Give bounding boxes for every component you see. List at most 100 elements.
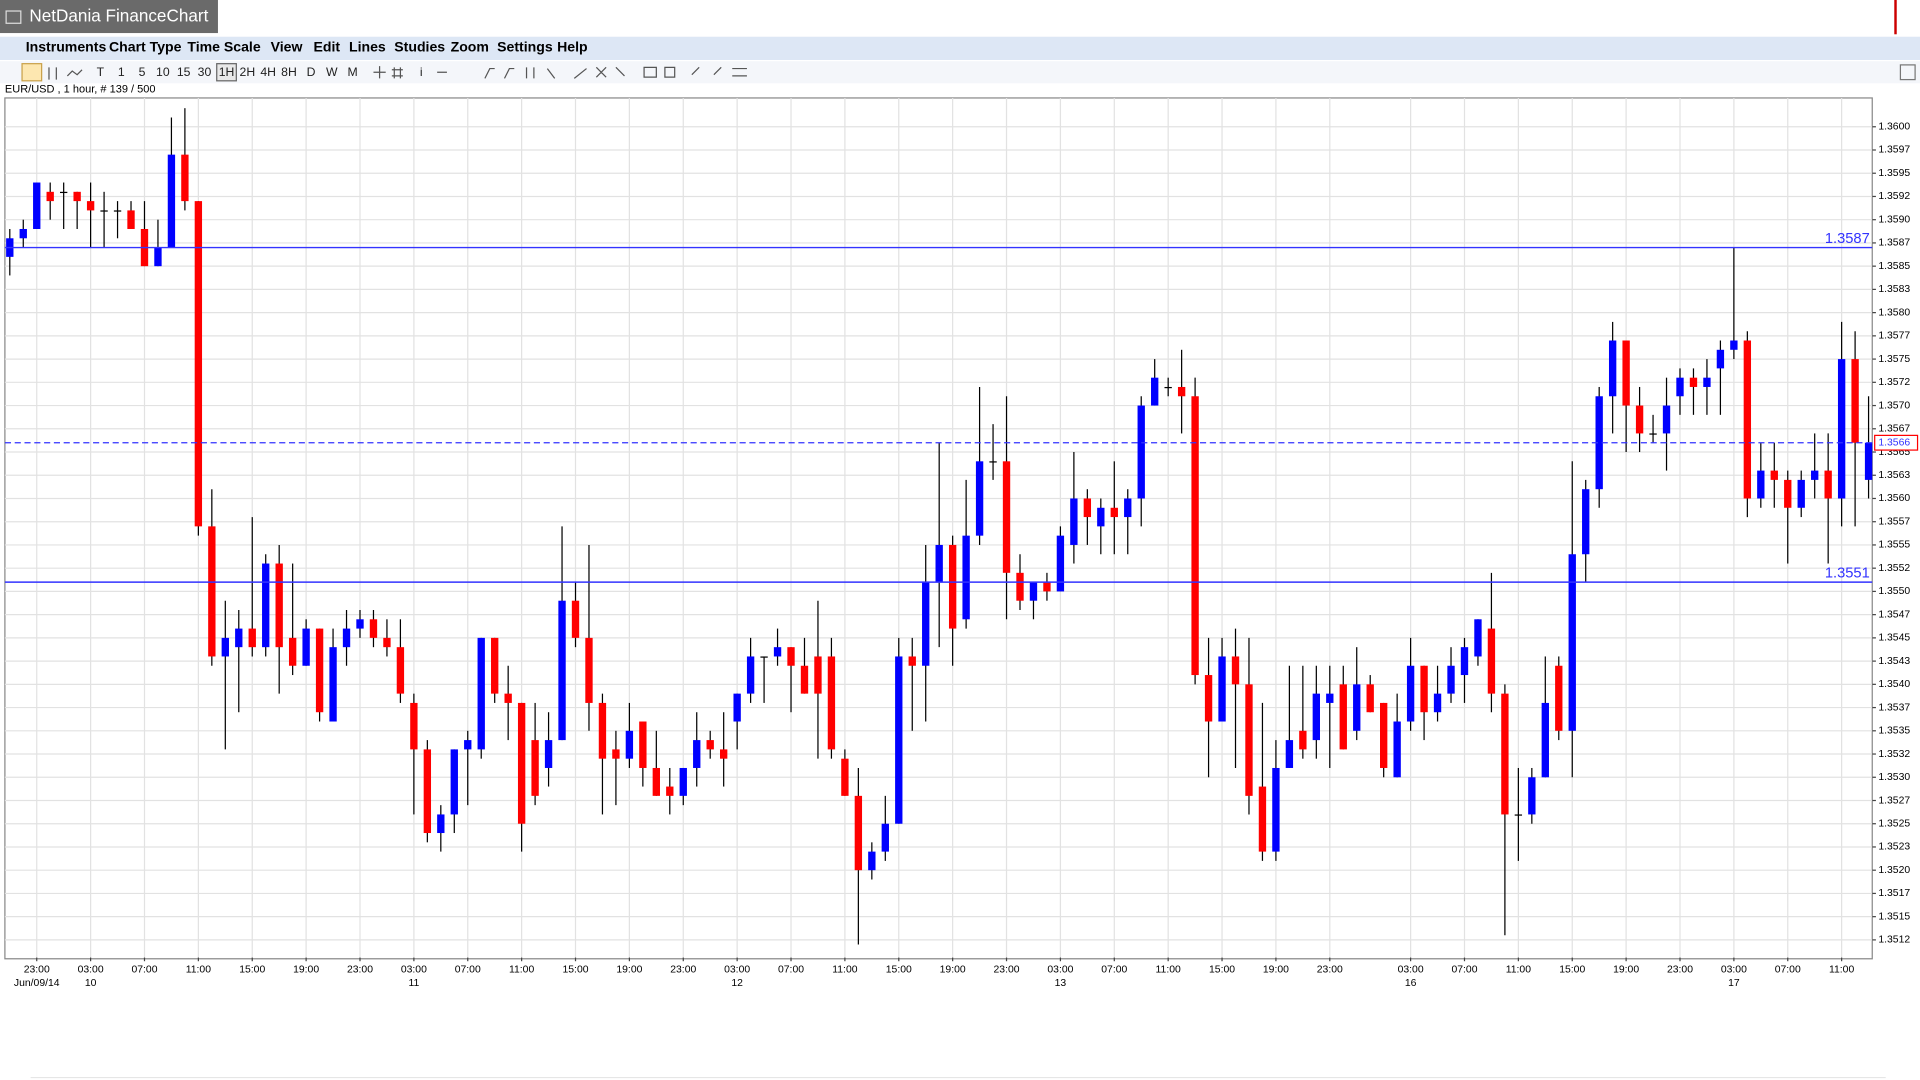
toolbar-button[interactable]: D bbox=[307, 65, 316, 79]
toolbar-button[interactable]: T bbox=[97, 65, 105, 79]
candle-body bbox=[423, 749, 432, 834]
candle-body bbox=[1528, 777, 1536, 815]
candle-body bbox=[1837, 359, 1846, 499]
menu-item[interactable]: View bbox=[271, 38, 303, 54]
candle-body bbox=[1770, 470, 1778, 480]
price-line-label: 1.3587 bbox=[1825, 231, 1870, 247]
x-tick-label: 03:00 bbox=[78, 965, 104, 976]
candle-body bbox=[962, 535, 970, 620]
candle-body bbox=[908, 656, 916, 666]
candle-body bbox=[86, 201, 95, 211]
candle-body bbox=[1177, 386, 1186, 397]
candle-body bbox=[922, 582, 930, 666]
date-label: Jun/09/14 bbox=[14, 978, 60, 989]
candle-body bbox=[33, 182, 41, 229]
candle-body bbox=[1595, 396, 1603, 490]
x-tick-label: 15:00 bbox=[886, 965, 912, 976]
candle-body bbox=[275, 563, 283, 648]
candle-body bbox=[1568, 554, 1576, 731]
draw-tools[interactable] bbox=[373, 66, 747, 79]
y-tick-label: 1.3560 bbox=[1878, 493, 1910, 504]
y-tick-label: 1.3545 bbox=[1878, 633, 1910, 644]
toolbar-button[interactable]: i bbox=[420, 65, 423, 79]
candle-body bbox=[1070, 498, 1078, 545]
menu-item[interactable]: Help bbox=[557, 38, 588, 54]
candle-body bbox=[1797, 479, 1805, 508]
menu-item[interactable]: Edit bbox=[313, 38, 340, 54]
candle-body bbox=[1851, 359, 1859, 443]
x-tick-label: 11:00 bbox=[186, 965, 211, 976]
menu-item[interactable]: Settings bbox=[497, 38, 553, 54]
candle-body bbox=[396, 647, 405, 694]
toolbar-button[interactable]: 1H bbox=[219, 65, 235, 79]
candle-body bbox=[1447, 665, 1455, 694]
y-tick-label: 1.3552 bbox=[1878, 563, 1910, 574]
chart-tools[interactable] bbox=[48, 67, 83, 80]
candle-body bbox=[1406, 665, 1415, 722]
date-label: 16 bbox=[1405, 978, 1417, 989]
y-tick-label: 1.3563 bbox=[1878, 470, 1910, 481]
toolbar-button[interactable]: 15 bbox=[177, 65, 191, 79]
candle-body bbox=[410, 702, 418, 750]
candle-body bbox=[639, 721, 647, 768]
candle-body bbox=[827, 656, 836, 750]
x-tick-label: 23:00 bbox=[670, 965, 696, 976]
candle-tool[interactable] bbox=[21, 63, 43, 82]
candle-body bbox=[1811, 470, 1819, 480]
candle-body bbox=[1258, 786, 1267, 852]
candle-body bbox=[504, 693, 512, 703]
candle-body bbox=[517, 702, 526, 824]
candle-body bbox=[666, 786, 674, 796]
y-tick-label: 1.3517 bbox=[1878, 888, 1910, 899]
candle-body bbox=[800, 665, 809, 694]
candle-body bbox=[1730, 340, 1738, 350]
x-tick-label: 15:00 bbox=[1559, 965, 1585, 976]
candle-body bbox=[1582, 489, 1590, 555]
candle-body bbox=[1245, 684, 1253, 796]
date-label: 10 bbox=[85, 978, 97, 989]
candle-body bbox=[1124, 498, 1132, 518]
candle-body bbox=[181, 154, 189, 202]
candle-body bbox=[1662, 405, 1671, 434]
y-tick-label: 1.3537 bbox=[1878, 702, 1910, 713]
candle-body bbox=[1555, 665, 1563, 731]
candle-body bbox=[1608, 340, 1617, 397]
menu-item[interactable]: Chart Type bbox=[109, 38, 182, 54]
toolbar-button[interactable]: 1 bbox=[118, 65, 125, 79]
toolbar-button[interactable]: 8H bbox=[281, 65, 297, 79]
candle-body bbox=[935, 544, 943, 583]
y-tick-label: 1.3597 bbox=[1878, 145, 1910, 156]
date-label: 13 bbox=[1055, 978, 1067, 989]
settings-icon[interactable] bbox=[1899, 64, 1916, 81]
toolbar-button[interactable]: W bbox=[326, 65, 338, 79]
toolbar-button[interactable]: 4H bbox=[260, 65, 276, 79]
candle-body bbox=[1501, 693, 1509, 815]
menu-item[interactable]: Zoom bbox=[451, 38, 489, 54]
current-price-box bbox=[1874, 434, 1919, 451]
candle-body bbox=[1514, 814, 1523, 816]
candle-body bbox=[1083, 498, 1092, 518]
candle-body bbox=[625, 730, 634, 759]
toolbar-button[interactable]: 30 bbox=[198, 65, 212, 79]
candle-body bbox=[100, 210, 108, 212]
candle-body bbox=[679, 767, 687, 796]
candle-body bbox=[571, 600, 580, 638]
y-tick-label: 1.3595 bbox=[1878, 168, 1910, 179]
x-tick-label: 23:00 bbox=[24, 965, 50, 976]
menu-item[interactable]: Time Scale bbox=[187, 38, 260, 54]
candle-body bbox=[369, 619, 378, 638]
menu-item[interactable]: Instruments bbox=[26, 38, 107, 54]
toolbar-button[interactable]: 10 bbox=[156, 65, 170, 79]
menu-item[interactable]: Lines bbox=[349, 38, 386, 54]
candle-body bbox=[1433, 693, 1442, 713]
toolbar-button[interactable]: 5 bbox=[139, 65, 146, 79]
menu-item[interactable]: Studies bbox=[394, 38, 445, 54]
toolbar-button[interactable]: 2H bbox=[240, 65, 256, 79]
toolbar-button[interactable]: M bbox=[348, 65, 358, 79]
date-label: 17 bbox=[1728, 978, 1740, 989]
candle-body bbox=[194, 201, 203, 527]
candle-body bbox=[1353, 684, 1361, 731]
candle-body bbox=[113, 210, 122, 212]
